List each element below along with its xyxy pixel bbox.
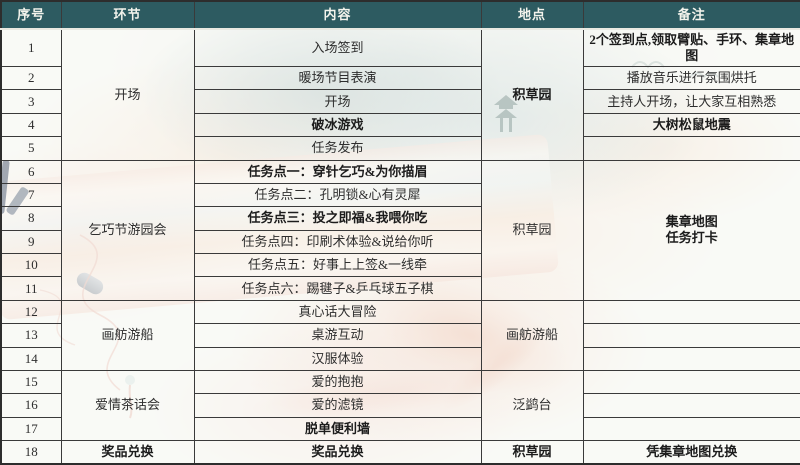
col-header-location: 地点 <box>480 1 584 30</box>
note-cell <box>582 393 800 418</box>
content-cell: 桌游互动 <box>193 323 482 348</box>
row-number-cell: 12 <box>0 299 62 325</box>
location-cell: 泛鹢台 <box>480 369 584 442</box>
table-row: 14 汉服体验 <box>0 346 800 371</box>
table-row: 9 任务点四：印刷术体验&说给你听 <box>0 229 800 255</box>
table-row: 12 画舫游船 真心话大冒险 画舫游船 <box>0 299 800 371</box>
content-cell: 任务点六：踢毽子&乒乓球五子棋 <box>193 276 482 301</box>
segment-cell: 奖品兑换 <box>60 440 195 465</box>
note-cell <box>582 299 800 325</box>
content-cell: 任务点三：投之即福&我喂你吃 <box>193 206 482 231</box>
note-cell: 播放音乐进行氛围烘托 <box>582 66 800 91</box>
location-cell: 积草园 <box>480 440 584 465</box>
note-cell <box>582 369 800 395</box>
content-cell: 暖场节目表演 <box>193 66 482 91</box>
content-cell: 脱单便利墙 <box>193 416 482 442</box>
content-cell: 真心话大冒险 <box>193 299 482 325</box>
table-row: 17 脱单便利墙 <box>0 416 800 442</box>
content-cell: 破冰游戏 <box>193 112 482 138</box>
note-cell <box>582 323 800 348</box>
content-cell: 任务点二：孔明锁&心有灵犀 <box>193 182 482 208</box>
row-number-cell: 3 <box>0 89 62 114</box>
segment-cell: 乞巧节游园会 <box>60 159 195 301</box>
content-cell: 入场签到 <box>193 28 482 68</box>
note-cell <box>582 346 800 371</box>
col-header-content: 内容 <box>193 1 482 30</box>
row-number-cell: 11 <box>0 276 62 301</box>
row-number-cell: 13 <box>0 323 62 348</box>
row-number-cell: 9 <box>0 229 62 255</box>
table-row: 5 任务发布 <box>0 136 800 161</box>
row-number-cell: 16 <box>0 393 62 418</box>
content-cell: 任务点一：穿针乞巧&为你描眉 <box>193 159 482 184</box>
row-number-cell: 6 <box>0 159 62 184</box>
table-row: 7 任务点二：孔明锁&心有灵犀 <box>0 182 800 208</box>
row-number-cell: 2 <box>0 66 62 91</box>
col-header-notes: 备注 <box>582 1 800 30</box>
table-row: 11 任务点六：踢毽子&乒乓球五子棋 <box>0 276 800 301</box>
row-number-cell: 18 <box>0 440 62 465</box>
content-cell: 汉服体验 <box>193 346 482 371</box>
content-cell: 任务发布 <box>193 136 482 161</box>
segment-cell: 爱情茶话会 <box>60 369 195 442</box>
table-row: 4 破冰游戏 大树松鼠地震 <box>0 112 800 138</box>
note-cell: 集章地图 任务打卡 <box>582 159 800 301</box>
note-cell: 凭集章地图兑换 <box>582 440 800 465</box>
table-row: 3 开场 主持人开场，让大家互相熟悉 <box>0 89 800 114</box>
table-row: 16 爱的滤镜 <box>0 393 800 418</box>
table-header-row: 序号 环节 内容 地点 备注 <box>0 1 800 30</box>
col-header-segment: 环节 <box>60 1 195 30</box>
row-number-cell: 1 <box>0 28 62 68</box>
segment-cell: 开场 <box>60 28 195 161</box>
segment-cell: 画舫游船 <box>60 299 195 371</box>
table-row: 1 开场 入场签到 积草园 2个签到点,领取臂贴、手环、集章地图 <box>0 28 800 161</box>
content-cell: 任务点五：好事上上签&一线牵 <box>193 253 482 278</box>
content-cell: 任务点四：印刷术体验&说给你听 <box>193 229 482 255</box>
col-header-no: 序号 <box>0 1 62 30</box>
row-number-cell: 7 <box>0 182 62 208</box>
table-row: 15 爱情茶话会 爱的抱抱 泛鹢台 <box>0 369 800 442</box>
row-number-cell: 8 <box>0 206 62 231</box>
table-row: 6 乞巧节游园会 任务点一：穿针乞巧&为你描眉 积草园 集章地图 任务打卡 <box>0 159 800 301</box>
content-cell: 爱的抱抱 <box>193 369 482 395</box>
row-number-cell: 17 <box>0 416 62 442</box>
table-row: 10 任务点五：好事上上签&一线牵 <box>0 253 800 278</box>
location-cell: 画舫游船 <box>480 299 584 371</box>
note-cell: 2个签到点,领取臂贴、手环、集章地图 <box>582 28 800 68</box>
note-cell <box>582 416 800 442</box>
note-cell: 大树松鼠地震 <box>582 112 800 138</box>
table-row: 18 奖品兑换 奖品兑换 积草园 凭集章地图兑换 <box>0 440 800 465</box>
note-cell <box>582 136 800 161</box>
row-number-cell: 15 <box>0 369 62 395</box>
content-cell: 爱的滤镜 <box>193 393 482 418</box>
content-cell: 奖品兑换 <box>193 440 482 465</box>
table-row: 8 任务点三：投之即福&我喂你吃 <box>0 206 800 231</box>
row-number-cell: 10 <box>0 253 62 278</box>
row-number-cell: 5 <box>0 136 62 161</box>
row-number-cell: 14 <box>0 346 62 371</box>
location-cell: 积草园 <box>480 159 584 301</box>
note-cell: 主持人开场，让大家互相熟悉 <box>582 89 800 114</box>
location-cell: 积草园 <box>480 28 584 161</box>
row-number-cell: 4 <box>0 112 62 138</box>
content-cell: 开场 <box>193 89 482 114</box>
